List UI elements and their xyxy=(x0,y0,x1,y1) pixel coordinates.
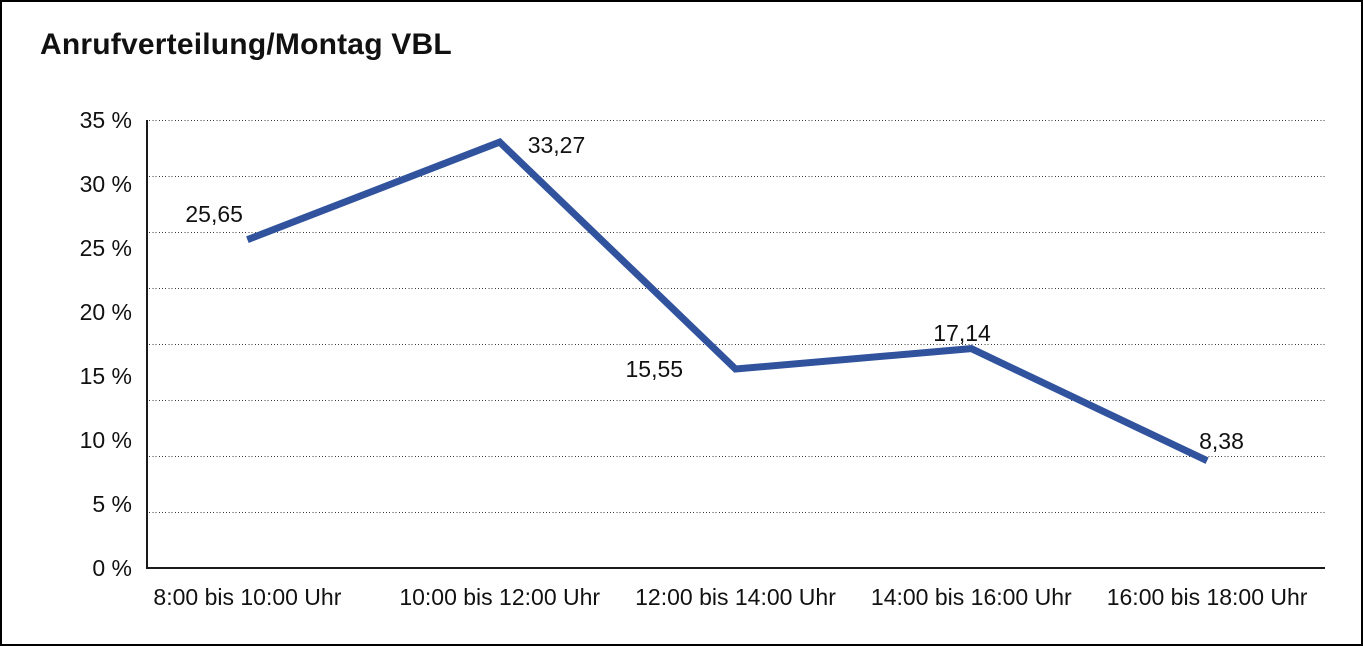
data-point-value-label: 17,14 xyxy=(933,319,991,346)
data-line xyxy=(246,138,1209,464)
gridline xyxy=(146,400,1325,401)
y-tick-label: 0 % xyxy=(92,555,132,581)
y-tick-label: 30 % xyxy=(79,171,132,197)
plot-area: 35 % 30 % 25 % 20 % 15 % 10 % 5 % 0 % 25,65 33,2… xyxy=(80,108,1325,610)
y-tick-label: 25 % xyxy=(79,235,132,261)
gridline xyxy=(146,176,1325,177)
x-tick-label: 12:00 bis 14:00 Uhr xyxy=(635,584,836,610)
y-tick-label: 5 % xyxy=(92,491,132,517)
y-axis-line xyxy=(146,120,148,568)
gridline xyxy=(146,344,1325,345)
x-tick-label: 14:00 bis 16:00 Uhr xyxy=(870,584,1072,610)
gridline xyxy=(146,232,1325,233)
data-point-value-label: 15,55 xyxy=(625,355,684,382)
chart-title: Anrufverteilung/Montag VBL xyxy=(40,28,452,61)
x-tick-label: 10:00 bis 12:00 Uhr xyxy=(399,584,601,610)
gridline xyxy=(146,456,1325,457)
y-tick-label: 35 % xyxy=(79,107,132,133)
gridline xyxy=(146,120,1325,121)
y-tick-label: 15 % xyxy=(79,363,132,389)
gridline xyxy=(146,288,1325,289)
gridline xyxy=(146,512,1325,513)
x-axis-line xyxy=(146,567,1325,569)
x-tick-label: 8:00 bis 10:00 Uhr xyxy=(153,584,342,610)
data-point-value-label: 8,38 xyxy=(1199,427,1244,454)
y-tick-label: 10 % xyxy=(79,427,132,453)
y-tick-label: 20 % xyxy=(79,299,132,325)
data-line-svg xyxy=(246,138,1209,464)
data-point-value-label: 33,27 xyxy=(527,132,586,159)
data-point-value-label: 25,65 xyxy=(185,200,243,227)
x-tick-label: 16:00 bis 18:00 Uhr xyxy=(1106,584,1308,610)
